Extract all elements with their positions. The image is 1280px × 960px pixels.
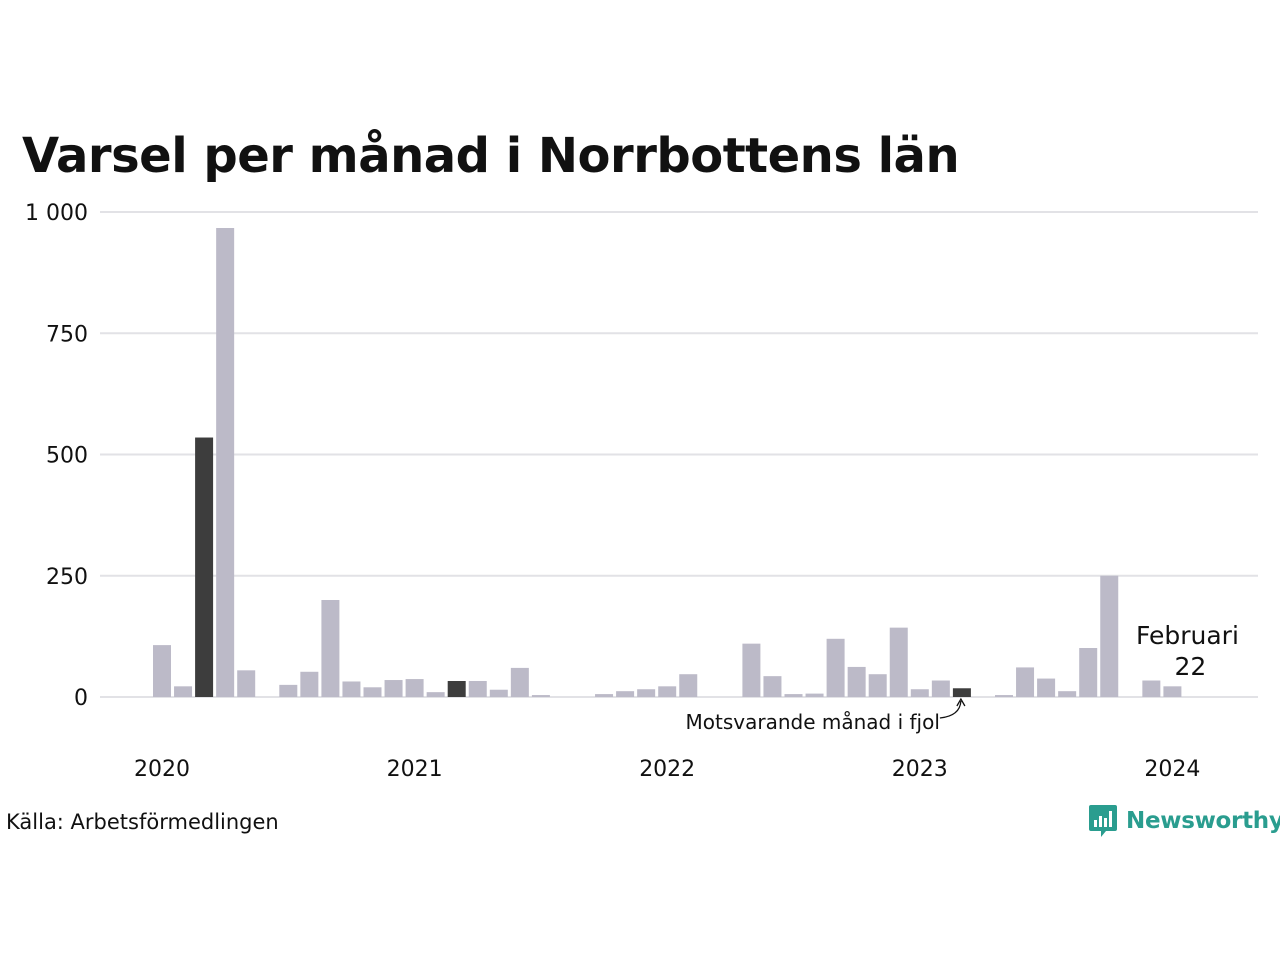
bar-2022-05 bbox=[742, 643, 761, 697]
bar-2023-09 bbox=[1079, 648, 1098, 697]
bar-2020-10 bbox=[342, 681, 361, 697]
bar-2023-01 bbox=[910, 689, 929, 697]
chart-title: Varsel per månad i Norrbottens län bbox=[22, 128, 960, 184]
bar-2023-08 bbox=[1058, 691, 1077, 697]
bar-2020-03 bbox=[195, 437, 214, 697]
bar-2020-12 bbox=[384, 680, 403, 697]
bar-2021-01 bbox=[405, 679, 424, 697]
bar-2021-10 bbox=[595, 694, 614, 697]
x-tick-label: 2023 bbox=[892, 757, 948, 782]
bar-2020-05 bbox=[237, 670, 256, 697]
bar-2022-11 bbox=[868, 674, 887, 697]
bar-2020-11 bbox=[363, 687, 382, 697]
source-note: Källa: Arbetsförmedlingen bbox=[6, 810, 279, 834]
previous-year-arrowhead bbox=[956, 697, 966, 707]
y-tick-label: 0 bbox=[74, 686, 88, 711]
x-axis-ticks: 2020 2021 2022 2023 2024 bbox=[134, 757, 1200, 782]
newsworthy-logo: Newsworthy bbox=[1088, 803, 1280, 839]
bar-2023-03 bbox=[952, 688, 971, 697]
previous-year-note: Motsvarande månad i fjol bbox=[686, 710, 940, 734]
bar-2023-10 bbox=[1100, 575, 1119, 697]
bar-2021-11 bbox=[616, 691, 635, 697]
bar-2022-07 bbox=[784, 694, 803, 697]
current-month-label: Februari bbox=[1136, 621, 1239, 650]
bar-2022-09 bbox=[826, 638, 845, 697]
x-tick-label: 2022 bbox=[639, 757, 695, 782]
bar-2024-01 bbox=[1163, 686, 1182, 697]
brand-name: Newsworthy bbox=[1126, 808, 1280, 834]
bar-2023-05 bbox=[995, 695, 1013, 697]
bar-2022-08 bbox=[805, 693, 824, 697]
bar-2020-02 bbox=[174, 686, 193, 697]
gridlines bbox=[100, 211, 1258, 698]
bar-2020-08 bbox=[300, 671, 319, 697]
bar-2022-06 bbox=[763, 676, 782, 697]
bar-2022-10 bbox=[847, 666, 866, 697]
bar-2022-12 bbox=[889, 627, 908, 697]
x-tick-label: 2020 bbox=[134, 757, 190, 782]
bar-2020-01 bbox=[153, 645, 171, 697]
bar-2020-04 bbox=[216, 228, 235, 697]
bar-2022-02 bbox=[679, 674, 698, 697]
bar-2023-12 bbox=[1142, 680, 1161, 697]
bar-2021-06 bbox=[510, 667, 529, 697]
x-tick-label: 2024 bbox=[1144, 757, 1200, 782]
bar-2021-03 bbox=[447, 680, 466, 697]
bar-2022-01 bbox=[658, 686, 677, 697]
y-tick-label: 500 bbox=[46, 444, 88, 469]
bars bbox=[153, 228, 1182, 697]
bar-2023-02 bbox=[931, 680, 950, 697]
bar-2023-06 bbox=[1016, 667, 1035, 697]
bar-2020-09 bbox=[321, 600, 340, 697]
bar-2021-05 bbox=[489, 689, 508, 697]
bar-2021-04 bbox=[468, 680, 487, 697]
y-axis-ticks: 0 250 500 750 1 000 bbox=[25, 201, 88, 711]
y-tick-label: 250 bbox=[46, 565, 88, 590]
bar-2021-07 bbox=[531, 695, 550, 697]
y-tick-label: 750 bbox=[46, 322, 88, 347]
y-tick-label: 1 000 bbox=[25, 201, 88, 226]
previous-year-arrow bbox=[939, 700, 962, 719]
bar-2021-12 bbox=[637, 689, 656, 697]
newsworthy-logo-icon bbox=[1089, 805, 1117, 837]
x-tick-label: 2021 bbox=[387, 757, 443, 782]
current-value-label: 22 bbox=[1175, 652, 1207, 681]
bar-2023-07 bbox=[1037, 678, 1056, 697]
bar-2021-02 bbox=[426, 692, 445, 697]
bar-2020-07 bbox=[279, 684, 298, 697]
